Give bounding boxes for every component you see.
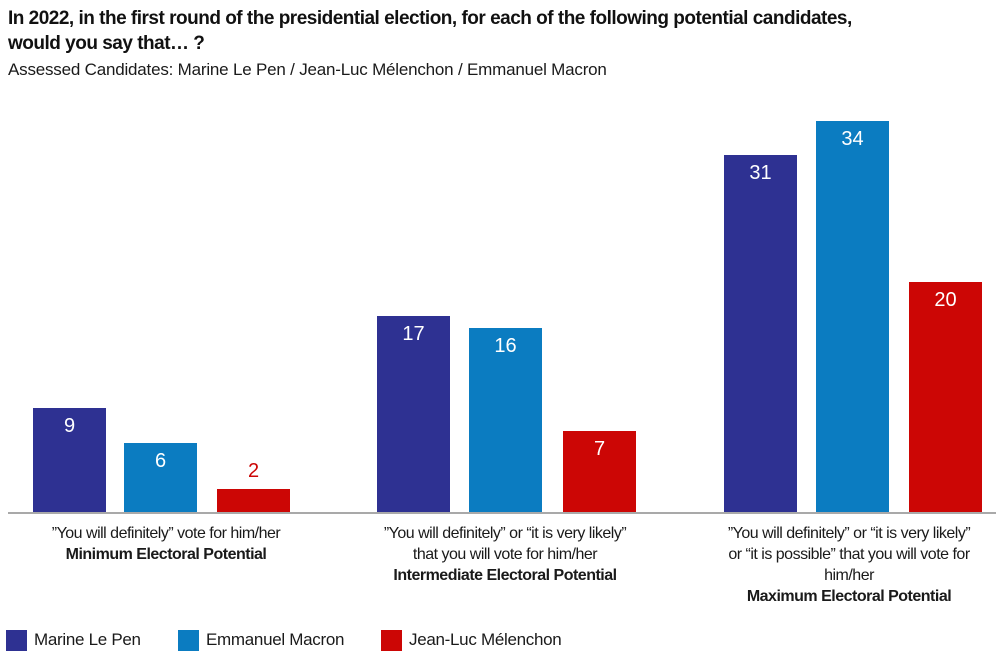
group-caption-1: ”You will definitely” vote for him/her Mi…: [0, 523, 336, 565]
bar-value-label: 16: [494, 335, 517, 357]
caption-line: ”You will definitely” vote for him/her: [51, 525, 281, 542]
bar-value-label: 20: [934, 289, 957, 311]
bar-emmanuel-macron-group3: 34: [816, 121, 889, 512]
bar-marine-le-pen-group2: 17: [377, 316, 450, 512]
group-caption-3: ”You will definitely” or “it is very lik…: [678, 523, 1000, 607]
legend-item-emmanuel-macron: Emmanuel Macron: [178, 629, 344, 651]
caption-line: him/her: [824, 567, 874, 584]
caption-bold-line: Maximum Electoral Potential: [746, 588, 952, 605]
caption-line: or “it is possible” that you will vote f…: [728, 546, 970, 563]
chart-title-line1: In 2022, in the first round of the presi…: [8, 8, 852, 29]
plot-area: 9 6 2 17 16 7 31 34 20: [8, 121, 996, 514]
chart-header: In 2022, in the first round of the presi…: [8, 6, 994, 80]
bar-value-label: 31: [749, 162, 772, 184]
legend-item-marine-le-pen: Marine Le Pen: [6, 629, 141, 651]
bar-marine-le-pen-group3: 31: [724, 155, 797, 512]
bar-value-label: 7: [593, 438, 606, 460]
bar-emmanuel-macron-group2: 16: [469, 328, 542, 512]
bar-value-label: 9: [63, 415, 76, 437]
bar-jean-luc-m-lenchon-group3: 20: [909, 282, 982, 512]
bar-jean-luc-m-lenchon-group2: 7: [563, 431, 636, 512]
legend-swatch-icon: [6, 629, 27, 651]
legend-label: Jean-Luc Mélenchon: [409, 630, 562, 649]
bar-marine-le-pen-group1: 9: [33, 408, 106, 512]
legend-item-jean-luc-m-lenchon: Jean-Luc Mélenchon: [381, 629, 562, 651]
bar-value-label: 6: [154, 450, 167, 472]
caption-line: that you will vote for him/her: [412, 546, 598, 563]
caption-line: ”You will definitely” or “it is very lik…: [727, 525, 971, 542]
bar-emmanuel-macron-group1: 6: [124, 443, 197, 512]
caption-bold-line: Minimum Electoral Potential: [65, 546, 267, 563]
bar-jean-luc-m-lenchon-group1: [217, 489, 290, 512]
group-caption-2: ”You will definitely” or “it is very lik…: [336, 523, 674, 586]
chart-title-line2: would you say that… ?: [8, 33, 205, 54]
legend-swatch-icon: [381, 629, 402, 651]
bar-value-label: 17: [402, 323, 425, 345]
bar-value-label: 2: [247, 460, 260, 482]
x-axis-line: [8, 512, 996, 514]
chart-subtitle: Assessed Candidates: Marine Le Pen / Jea…: [8, 60, 607, 79]
legend-label: Emmanuel Macron: [206, 630, 345, 649]
bar-value-label: 34: [841, 128, 864, 150]
legend-label: Marine Le Pen: [34, 630, 141, 649]
legend-swatch-icon: [178, 629, 199, 651]
caption-line: ”You will definitely” or “it is very lik…: [383, 525, 627, 542]
caption-bold-line: Intermediate Electoral Potential: [393, 567, 617, 584]
